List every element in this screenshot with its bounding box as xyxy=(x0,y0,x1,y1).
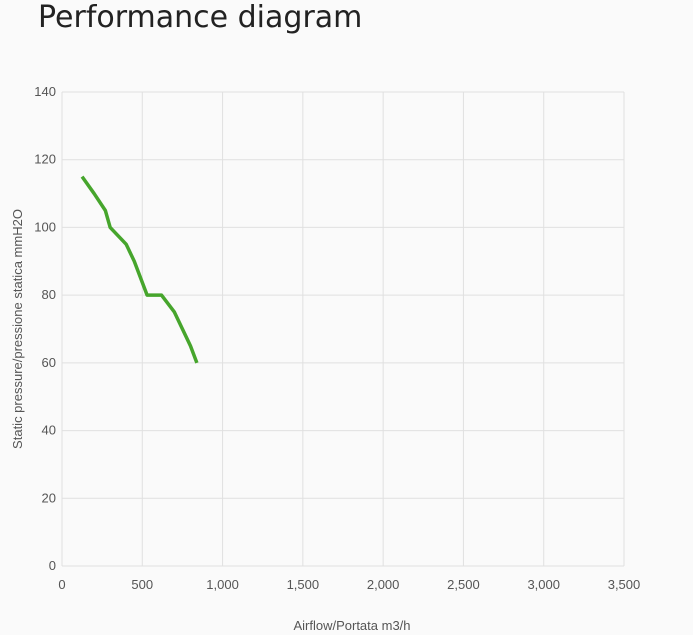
y-tick-label: 120 xyxy=(34,152,56,167)
x-tick-label: 2,000 xyxy=(367,577,400,592)
y-tick-label: 20 xyxy=(42,490,56,505)
x-tick-label: 1,500 xyxy=(287,577,320,592)
chart-title: Performance diagram xyxy=(38,0,363,35)
x-tick-label: 0 xyxy=(58,577,65,592)
y-axis-label: Static pressure/pressione statica mmH2O xyxy=(10,209,25,449)
y-tick-label: 80 xyxy=(42,287,56,302)
x-axis-label: Airflow/Portata m3/h xyxy=(293,618,410,633)
y-tick-label: 60 xyxy=(42,355,56,370)
data-line xyxy=(80,175,199,364)
x-tick-label: 2,500 xyxy=(447,577,480,592)
x-tick-label: 3,000 xyxy=(527,577,560,592)
x-tick-label: 500 xyxy=(131,577,153,592)
y-tick-label: 140 xyxy=(34,84,56,99)
y-tick-label: 40 xyxy=(42,423,56,438)
y-tick-label: 0 xyxy=(49,558,56,573)
x-tick-label: 3,500 xyxy=(608,577,641,592)
y-tick-label: 100 xyxy=(34,219,56,234)
x-tick-label: 1,000 xyxy=(206,577,239,592)
